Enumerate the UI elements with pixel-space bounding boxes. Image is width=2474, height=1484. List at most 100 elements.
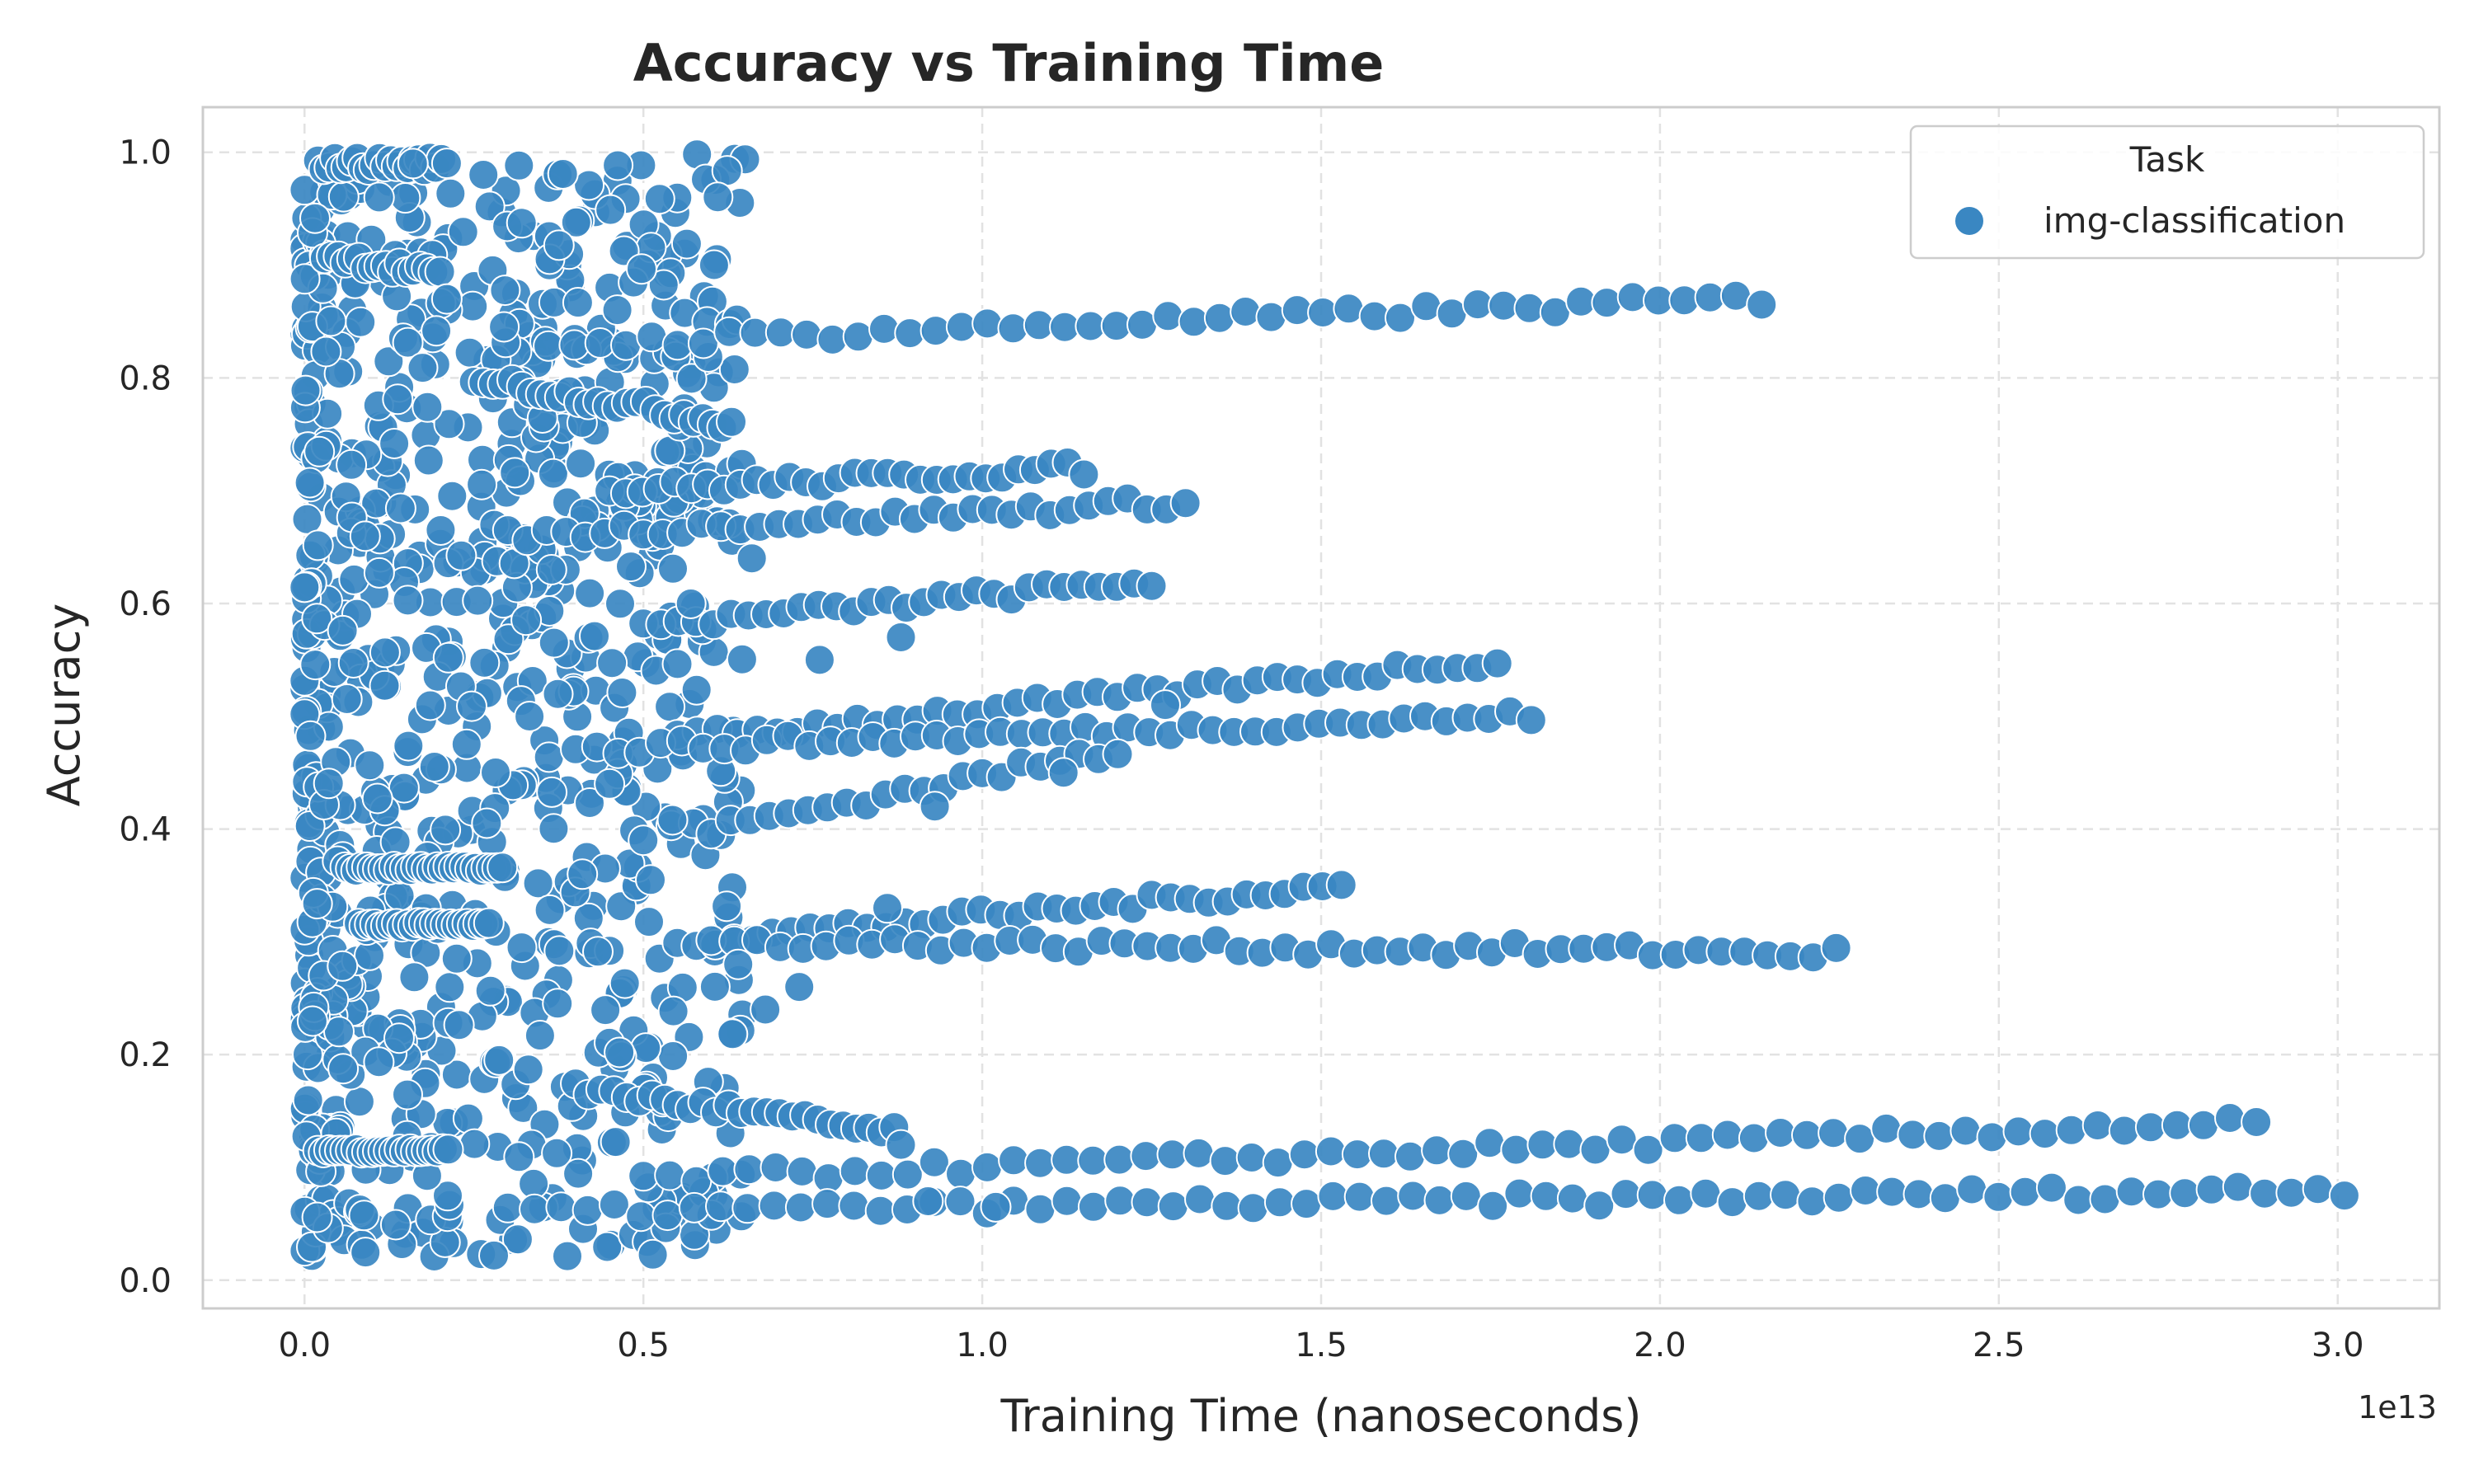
data-point	[1515, 704, 1547, 736]
data-point	[651, 1200, 684, 1232]
data-point	[865, 1159, 897, 1191]
data-point	[2062, 1184, 2095, 1216]
data-point	[2275, 1176, 2307, 1209]
data-point	[1616, 281, 1649, 313]
data-point	[302, 529, 334, 561]
data-point	[1263, 1186, 1296, 1219]
data-point	[573, 169, 605, 201]
data-point	[436, 480, 468, 512]
data-point	[784, 1191, 816, 1223]
data-point	[998, 1144, 1030, 1176]
data-point	[536, 776, 568, 808]
data-point	[1385, 302, 1416, 334]
data-point	[1591, 287, 1623, 319]
data-point	[885, 1129, 917, 1161]
data-point	[717, 1018, 749, 1050]
data-point	[705, 1190, 736, 1223]
data-point	[600, 1126, 632, 1158]
data-point	[519, 1193, 551, 1225]
data-point	[1876, 1176, 1908, 1208]
data-point	[350, 1237, 382, 1269]
data-point	[1668, 284, 1700, 317]
data-point	[1950, 1115, 1982, 1147]
data-point	[337, 647, 369, 679]
data-point	[434, 971, 466, 1003]
data-point	[1104, 1185, 1136, 1217]
data-point	[1513, 292, 1545, 324]
data-point	[643, 183, 675, 215]
data-point	[299, 202, 331, 234]
data-point	[2081, 1110, 2114, 1141]
data-point	[379, 1209, 412, 1241]
data-point	[791, 318, 823, 350]
data-point	[389, 182, 421, 214]
data-point	[313, 768, 345, 800]
data-point	[1051, 1144, 1083, 1176]
x-axis-offset-label: 1e13	[2358, 1389, 2437, 1425]
data-point	[1423, 1184, 1456, 1216]
data-point	[331, 683, 363, 715]
data-point	[711, 155, 743, 187]
x-tick-label: 3.0	[2312, 1327, 2364, 1364]
data-point	[289, 263, 321, 295]
data-point	[503, 149, 535, 181]
data-point	[432, 1180, 463, 1212]
data-point	[1743, 1180, 1775, 1212]
data-point	[430, 814, 462, 846]
data-point	[839, 1155, 871, 1187]
data-point	[945, 1158, 976, 1190]
data-point	[560, 206, 592, 238]
data-point	[647, 269, 680, 301]
data-point	[1477, 1190, 1509, 1222]
data-point	[1209, 1145, 1241, 1177]
data-point	[625, 1200, 657, 1233]
data-point	[606, 677, 638, 708]
data-point	[1556, 1182, 1588, 1214]
data-point	[919, 791, 951, 823]
data-point	[722, 948, 755, 980]
data-point	[435, 177, 467, 209]
data-point	[503, 1141, 535, 1173]
data-point	[1500, 1134, 1532, 1166]
data-point	[327, 950, 359, 982]
data-point	[2241, 1106, 2273, 1138]
data-point	[327, 181, 360, 213]
data-point	[2035, 1172, 2067, 1204]
x-tick-label: 2.0	[1634, 1327, 1686, 1364]
data-point	[547, 158, 579, 190]
data-point	[2055, 1114, 2087, 1146]
data-point	[2188, 1109, 2219, 1141]
data-point	[1288, 1139, 1320, 1171]
data-point	[315, 305, 347, 337]
data-point	[1716, 1186, 1748, 1219]
data-point	[492, 1191, 524, 1223]
data-point	[868, 312, 900, 345]
legend-title: Task	[2129, 139, 2205, 180]
data-point	[543, 935, 576, 967]
data-point	[1503, 1177, 1536, 1209]
data-point	[1077, 1144, 1109, 1176]
data-point	[2222, 1171, 2254, 1203]
data-point	[432, 641, 464, 674]
data-point	[1131, 1186, 1163, 1219]
data-point	[1255, 301, 1287, 333]
data-point	[1820, 932, 1852, 964]
data-point	[1307, 297, 1339, 328]
x-axis-ticks: 0.0 0.5 1.0 1.5 2.0 2.5 3.0	[278, 1327, 2363, 1364]
data-point	[430, 283, 463, 315]
data-point	[369, 636, 401, 669]
data-point	[1770, 1179, 1802, 1211]
x-tick-label: 0.5	[617, 1327, 670, 1364]
data-point	[2161, 1109, 2193, 1141]
data-point	[445, 539, 477, 571]
data-point	[433, 408, 465, 440]
data-point	[657, 1040, 689, 1072]
data-point	[1157, 1190, 1189, 1223]
data-point	[447, 216, 479, 248]
data-point	[542, 988, 574, 1020]
data-point	[680, 1165, 713, 1197]
data-point	[512, 1054, 544, 1086]
data-point	[343, 1086, 375, 1118]
data-point	[562, 1158, 595, 1190]
